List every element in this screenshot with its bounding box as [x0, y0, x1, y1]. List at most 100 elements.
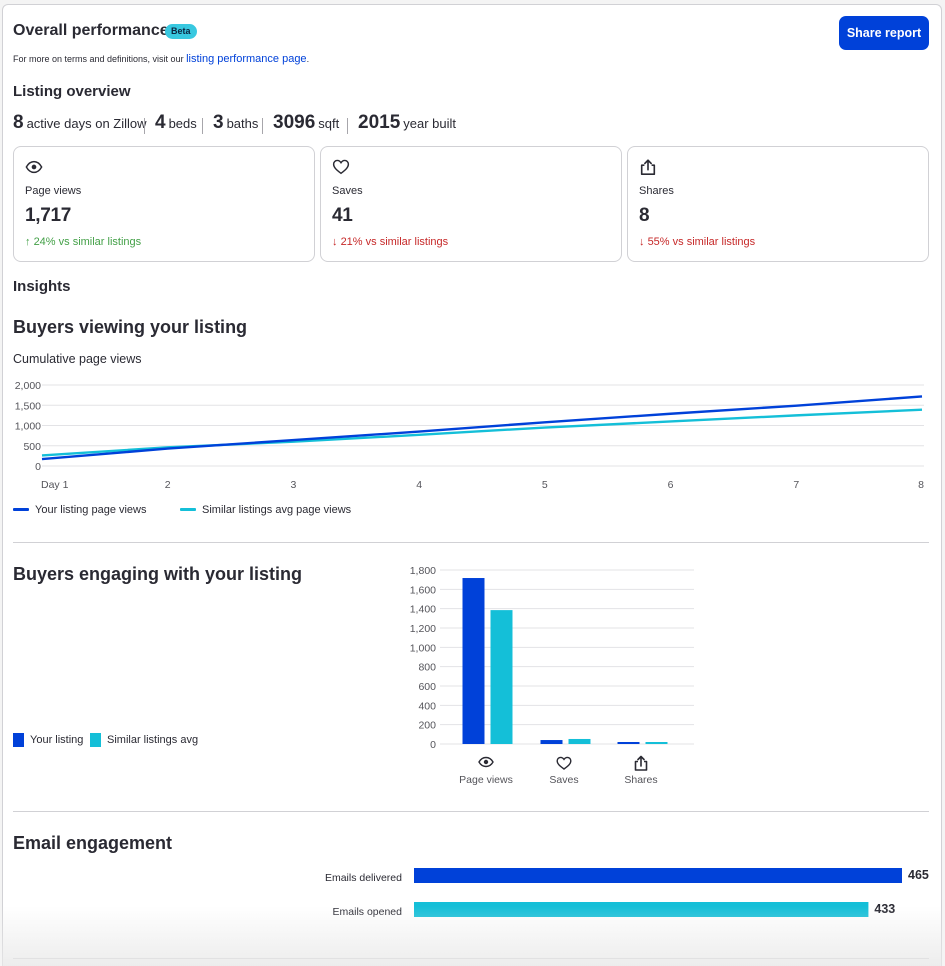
email-bar-emails-delivered[interactable] — [414, 868, 902, 883]
stat-number: 3 — [213, 112, 224, 133]
y-tick-label: 200 — [418, 720, 436, 732]
x-category-label: Shares — [624, 774, 657, 786]
stat-number: 4 — [155, 112, 166, 133]
email-value-label: 465 — [908, 868, 929, 882]
y-tick-label: 0 — [430, 739, 436, 751]
x-tick-label: 3 — [291, 479, 297, 491]
legend-swatch-your-listing — [13, 733, 24, 747]
subtitle-period: . — [306, 54, 310, 64]
card-label: Page views — [25, 185, 82, 197]
engagement-bar-chart: 0 200 400 600 800 1,000 1,200 1,400 1,600 1,800 Pa… — [410, 565, 694, 786]
stat-number: 2015 — [358, 112, 401, 133]
bar-shares-similar[interactable] — [645, 742, 668, 744]
down-arrow-icon: ↓ — [639, 236, 645, 248]
share-report-button[interactable]: Share report — [839, 16, 929, 50]
stat-unit: active days on Zillow — [26, 116, 147, 131]
legend-swatch-similar — [90, 733, 101, 747]
card-value: 8 — [639, 205, 650, 226]
y-tick-label: 1,000 — [410, 642, 436, 654]
y-tick-label: 1,600 — [410, 584, 436, 596]
stat-unit: year built — [403, 116, 457, 131]
heart-icon — [332, 159, 350, 175]
section-divider — [13, 958, 929, 959]
email-engagement-title: Email engagement — [13, 833, 173, 853]
legend-your-listing: Your listing page views — [35, 504, 147, 516]
card-value: 41 — [332, 205, 353, 226]
x-tick-label: Day 1 — [41, 479, 69, 491]
card-delta: ↓ 21% vs similar listings — [332, 236, 448, 248]
stat-unit: beds — [168, 116, 197, 131]
y-tick-label: 400 — [418, 700, 436, 712]
stat-active-days: 8 active days on Zillow — [13, 112, 147, 136]
stat-separator — [347, 118, 348, 134]
stat-unit: baths — [226, 116, 259, 131]
stat-number: 3096 — [273, 112, 316, 133]
stat-separator — [202, 118, 203, 134]
stat-beds: 4 beds — [155, 112, 197, 136]
card-value: 1,717 — [25, 205, 72, 226]
email-category-label: Emails opened — [333, 906, 403, 918]
y-tick-label: 1,800 — [410, 565, 436, 577]
stat-year-built: 2015 year built — [358, 112, 456, 136]
y-tick-label: 1,200 — [410, 623, 436, 635]
y-tick-label: 2,000 — [15, 380, 41, 392]
legend-swatch-your-listing — [13, 508, 29, 511]
cumulative-label: Cumulative page views — [13, 352, 142, 366]
up-arrow-icon: ↑ — [25, 236, 31, 248]
card-label: Saves — [332, 185, 363, 197]
delta-text: 21% vs similar listings — [340, 236, 449, 248]
y-tick-label: 1,500 — [15, 400, 41, 412]
y-tick-label: 600 — [418, 681, 436, 693]
x-tick-label: 6 — [668, 479, 674, 491]
listing-overview-title: Listing overview — [13, 83, 131, 100]
email-category-label: Emails delivered — [325, 872, 402, 884]
email-bar-chart: Emails delivered 465 Emails opened 433 — [325, 868, 929, 918]
y-tick-label: 500 — [23, 441, 41, 453]
section-divider — [13, 542, 929, 543]
share-icon — [634, 755, 648, 771]
insights-title: Insights — [13, 278, 71, 295]
share-icon — [640, 159, 656, 176]
x-category-label: Saves — [549, 774, 578, 786]
bar-page-views-your-listing[interactable] — [462, 578, 485, 744]
bar-page-views-similar[interactable] — [490, 610, 513, 744]
bar-shares-your-listing[interactable] — [617, 742, 640, 744]
eye-icon — [25, 160, 43, 174]
listing-performance-link[interactable]: listing performance page — [186, 53, 307, 65]
email-bar-emails-opened[interactable] — [414, 902, 869, 917]
legend-similar: Similar listings avg page views — [202, 504, 352, 516]
legend-swatch-similar — [180, 508, 196, 511]
stat-sqft: 3096 sqft — [273, 112, 339, 136]
heart-icon — [556, 756, 572, 770]
buyers-engaging-title: Buyers engaging with your listing — [13, 564, 303, 584]
y-tick-label: 1,000 — [15, 421, 41, 433]
bar-saves-your-listing[interactable] — [540, 740, 563, 744]
down-arrow-icon: ↓ — [332, 236, 338, 248]
shares-card: Shares 8 ↓ 55% vs similar listings — [627, 146, 929, 262]
eye-icon — [478, 756, 494, 768]
x-tick-label: 7 — [793, 479, 799, 491]
stat-unit: sqft — [318, 116, 340, 131]
x-category-label: Page views — [459, 774, 513, 786]
delta-text: 55% vs similar listings — [647, 236, 756, 248]
subtitle-text: For more on terms and definitions, visit… — [13, 54, 184, 64]
stat-separator — [144, 118, 145, 134]
page-views-card: Page views 1,717 ↑ 24% vs similar listin… — [13, 146, 315, 262]
bar-saves-similar[interactable] — [568, 738, 591, 744]
section-divider — [13, 811, 929, 812]
y-tick-label: 800 — [418, 662, 436, 674]
stat-number: 8 — [13, 112, 24, 133]
buyers-viewing-title: Buyers viewing your listing — [13, 317, 248, 337]
card-label: Shares — [639, 185, 674, 197]
card-delta: ↓ 55% vs similar listings — [639, 236, 755, 248]
saves-card: Saves 41 ↓ 21% vs similar listings — [320, 146, 622, 262]
y-tick-label: 0 — [35, 461, 41, 473]
subtitle: For more on terms and definitions, visit… — [13, 53, 309, 65]
x-tick-label: 2 — [165, 479, 171, 491]
card-delta: ↑ 24% vs similar listings — [25, 236, 141, 248]
legend-your-listing: Your listing — [30, 734, 84, 746]
legend-similar: Similar listings avg — [107, 734, 199, 746]
your-listing-line — [41, 395, 923, 461]
x-tick-label: 8 — [918, 479, 924, 491]
stat-separator — [262, 118, 263, 134]
